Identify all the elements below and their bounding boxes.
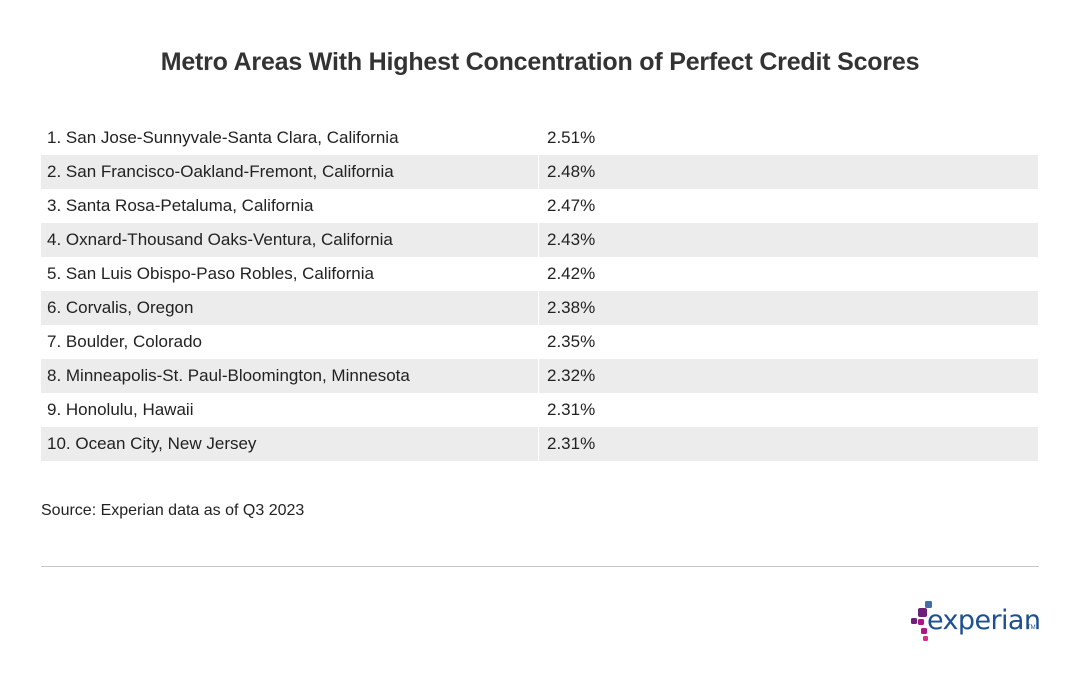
percentage-cell: 2.38% [547,298,596,317]
table-row: 6. Corvalis, Oregon 2.38% [41,291,1038,325]
metro-name-cell: 6. Corvalis, Oregon [41,291,539,325]
percentage-cell: 2.35% [547,332,596,351]
percentage-cell: 2.51% [547,128,596,147]
percentage-cell: 2.31% [547,434,596,453]
table-row: 5. San Luis Obispo-Paso Robles, Californ… [41,257,1038,291]
footer-divider [41,566,1039,567]
table-row: 1. San Jose-Sunnyvale-Santa Clara, Calif… [41,121,1038,155]
percentage-cell: 2.43% [547,230,596,249]
table-row: 2. San Francisco-Oakland-Fremont, Califo… [41,155,1038,189]
percentage-cell: 2.48% [547,162,596,181]
metro-name-cell: 8. Minneapolis-St. Paul-Bloomington, Min… [41,359,539,393]
source-note: Source: Experian data as of Q3 2023 [41,502,305,519]
experian-wordmark: experian [927,605,1041,636]
metro-name-cell: 5. San Luis Obispo-Paso Robles, Californ… [41,257,539,291]
metro-name-cell: 7. Boulder, Colorado [41,325,539,359]
percentage-cell: 2.31% [547,400,596,419]
trademark-mark: TM [1027,625,1036,631]
percentage-cell: 2.42% [547,264,596,283]
chart-title: Metro Areas With Highest Concentration o… [160,48,920,76]
table-row: 3. Santa Rosa-Petaluma, California 2.47% [41,189,1038,223]
rankings-table: 1. San Jose-Sunnyvale-Santa Clara, Calif… [41,121,1038,461]
experian-dots-icon [911,601,932,641]
metro-name-cell: 2. San Francisco-Oakland-Fremont, Califo… [41,155,539,189]
table-row: 7. Boulder, Colorado 2.35% [41,325,1038,359]
percentage-cell: 2.47% [547,196,596,215]
percentage-cell: 2.32% [547,366,596,385]
table-row: 9. Honolulu, Hawaii 2.31% [41,393,1038,427]
metro-name-cell: 4. Oxnard-Thousand Oaks-Ventura, Califor… [41,223,539,257]
metro-name-cell: 9. Honolulu, Hawaii [41,393,539,427]
table-row: 10. Ocean City, New Jersey 2.31% [41,427,1038,461]
metro-name-cell: 1. San Jose-Sunnyvale-Santa Clara, Calif… [41,121,539,155]
metro-name-cell: 10. Ocean City, New Jersey [41,427,539,461]
table-row: 8. Minneapolis-St. Paul-Bloomington, Min… [41,359,1038,393]
experian-logo: experian TM [910,598,1041,646]
metro-name-cell: 3. Santa Rosa-Petaluma, California [41,189,539,223]
table-row: 4. Oxnard-Thousand Oaks-Ventura, Califor… [41,223,1038,257]
